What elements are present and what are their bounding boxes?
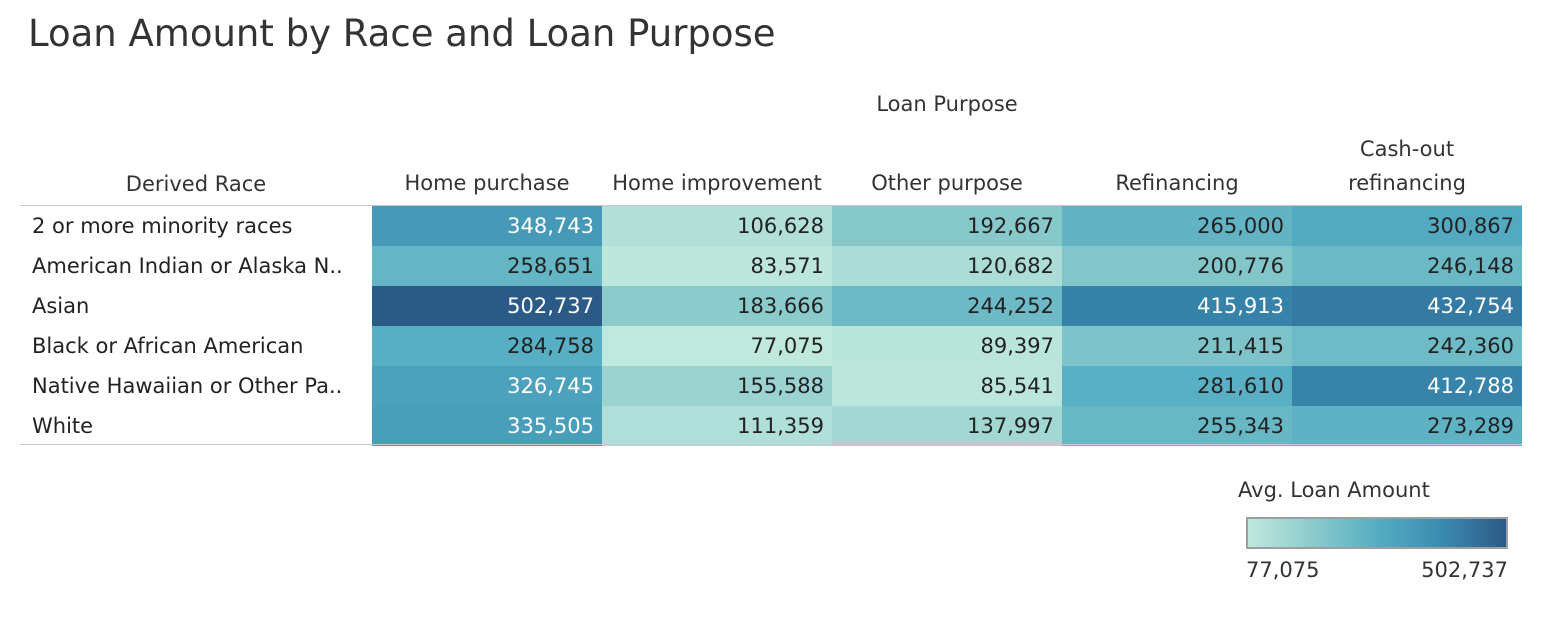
heatmap-cell[interactable]: 137,997 xyxy=(832,406,1062,446)
row-label: Asian xyxy=(32,294,90,318)
heatmap-cell[interactable]: 155,588 xyxy=(602,366,832,406)
heatmap-cell[interactable]: 77,075 xyxy=(602,326,832,366)
heatmap-cell[interactable]: 111,359 xyxy=(602,406,832,446)
row-label: White xyxy=(32,414,94,438)
heatmap-cell[interactable]: 85,541 xyxy=(832,366,1062,406)
legend-max-label: 502,737 xyxy=(1421,558,1508,582)
heatmap-cell[interactable]: 265,000 xyxy=(1062,206,1292,246)
heatmap-cell[interactable]: 242,360 xyxy=(1292,326,1522,366)
row-label: 2 or more minority races xyxy=(32,214,293,238)
column-header: Home improvement xyxy=(612,171,822,195)
column-header: Other purpose xyxy=(871,171,1023,195)
heatmap-cell[interactable]: 211,415 xyxy=(1062,326,1292,366)
heatmap-cell[interactable]: 415,913 xyxy=(1062,286,1292,326)
heatmap-cell[interactable]: 83,571 xyxy=(602,246,832,286)
heatmap-cell[interactable]: 432,754 xyxy=(1292,286,1522,326)
heatmap-cell[interactable]: 284,758 xyxy=(372,326,602,366)
heatmap-cell[interactable]: 120,682 xyxy=(832,246,1062,286)
heatmap-cell[interactable]: 200,776 xyxy=(1062,246,1292,286)
chart-title: Loan Amount by Race and Loan Purpose xyxy=(28,12,776,55)
heatmap-cell[interactable]: 258,651 xyxy=(372,246,602,286)
row-header-title: Derived Race xyxy=(125,172,267,196)
heatmap-cell[interactable]: 502,737 xyxy=(372,286,602,326)
row-label: American Indian or Alaska N.. xyxy=(32,254,343,278)
heatmap-cell[interactable]: 183,666 xyxy=(602,286,832,326)
heatmap-cell[interactable]: 244,252 xyxy=(832,286,1062,326)
legend-color-bar xyxy=(1246,517,1508,549)
heatmap-cell[interactable]: 281,610 xyxy=(1062,366,1292,406)
heatmap-cell[interactable]: 192,667 xyxy=(832,206,1062,246)
legend-min-label: 77,075 xyxy=(1246,558,1320,582)
column-header: Refinancing xyxy=(1115,171,1239,195)
column-header: Home purchase xyxy=(404,171,570,195)
row-label: Native Hawaiian or Other Pa.. xyxy=(32,374,343,398)
heatmap-cell[interactable]: 348,743 xyxy=(372,206,602,246)
heatmap-cell[interactable]: 412,788 xyxy=(1292,366,1522,406)
heatmap-cell[interactable]: 106,628 xyxy=(602,206,832,246)
heatmap-cell[interactable]: 255,343 xyxy=(1062,406,1292,446)
column-header: Cash-out refinancing xyxy=(1348,137,1466,195)
heatmap-cell[interactable]: 300,867 xyxy=(1292,206,1522,246)
heatmap-cell[interactable]: 273,289 xyxy=(1292,406,1522,446)
heatmap-cell[interactable]: 326,745 xyxy=(372,366,602,406)
legend-title: Avg. Loan Amount xyxy=(1238,478,1430,502)
column-group-label: Loan Purpose xyxy=(876,92,1018,116)
heatmap-cell[interactable]: 246,148 xyxy=(1292,246,1522,286)
header-divider xyxy=(20,205,1522,206)
table-bottom-line xyxy=(20,444,1522,445)
row-label: Black or African American xyxy=(32,334,304,358)
heatmap-cell[interactable]: 89,397 xyxy=(832,326,1062,366)
heatmap-cell[interactable]: 335,505 xyxy=(372,406,602,446)
